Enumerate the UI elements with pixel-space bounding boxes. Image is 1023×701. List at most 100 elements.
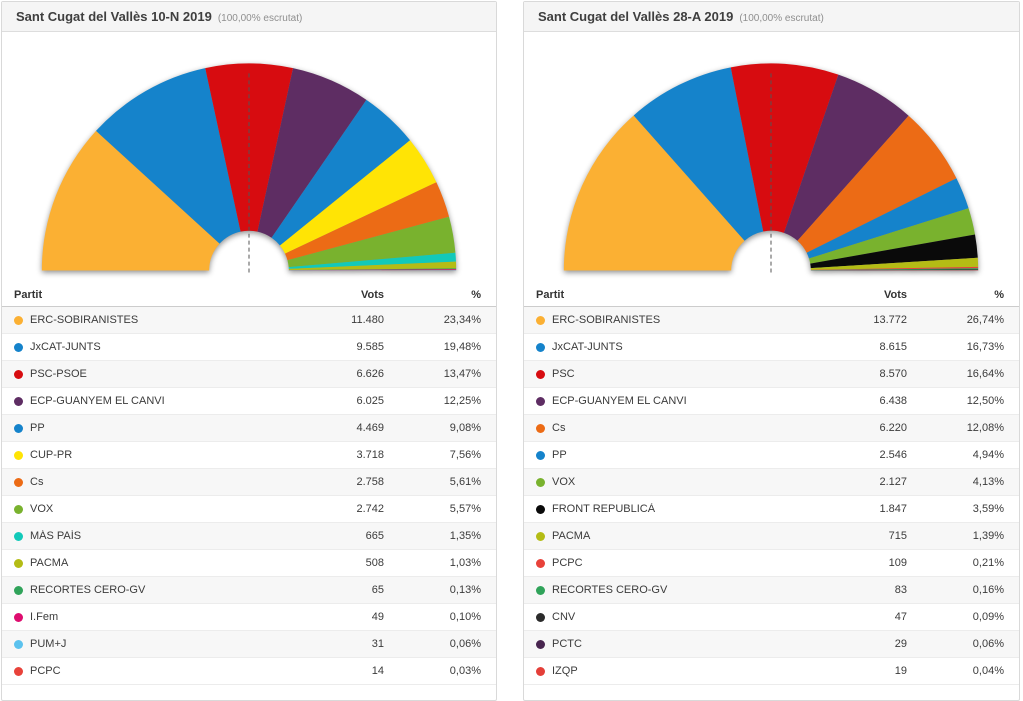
party-color-dot: [14, 316, 23, 325]
column-header-partit: Partit: [14, 289, 264, 301]
party-color-dot: [536, 613, 545, 622]
party-name-cell: ERC-SOBIRANISTES: [536, 314, 787, 326]
party-percent: 0,03%: [384, 665, 481, 677]
party-percent: 23,34%: [384, 314, 481, 326]
party-percent: 13,47%: [384, 368, 481, 380]
party-name-cell: PSC-PSOE: [14, 368, 264, 380]
party-color-dot: [536, 343, 545, 352]
party-name-cell: PP: [14, 422, 264, 434]
party-name-cell: PCPC: [14, 665, 264, 677]
column-header-percent: %: [907, 289, 1004, 301]
party-color-dot: [536, 559, 545, 568]
party-name: PSC: [552, 368, 575, 380]
table-header-row: Partit Vots %: [524, 284, 1019, 307]
party-name: PCTC: [552, 638, 582, 650]
party-percent: 9,08%: [384, 422, 481, 434]
panel-title: Sant Cugat del Vallès 28-A 2019: [538, 2, 733, 31]
party-color-dot: [14, 532, 23, 541]
party-color-dot: [536, 586, 545, 595]
party-name-cell: ECP-GUANYEM EL CANVI: [14, 395, 264, 407]
party-votes: 11.480: [264, 314, 384, 326]
party-name: RECORTES CERO-GV: [30, 584, 145, 596]
party-votes: 2.758: [264, 476, 384, 488]
party-color-dot: [14, 559, 23, 568]
election-results-page: { "panels": [ { "title": "Sant Cugat del…: [0, 0, 1023, 686]
party-votes: 49: [264, 611, 384, 623]
party-color-dot: [536, 667, 545, 676]
party-name: PCPC: [30, 665, 61, 677]
party-name-cell: PSC: [536, 368, 787, 380]
party-name: PACMA: [30, 557, 68, 569]
party-name: PUM+J: [30, 638, 66, 650]
party-color-dot: [14, 505, 23, 514]
party-votes: 6.025: [264, 395, 384, 407]
panel-10n-2019: Sant Cugat del Vallès 10-N 2019 (100,00%…: [1, 1, 497, 701]
panel-28a-2019: Sant Cugat del Vallès 28-A 2019 (100,00%…: [523, 1, 1020, 701]
party-name-cell: ERC-SOBIRANISTES: [14, 314, 264, 326]
party-votes: 65: [264, 584, 384, 596]
party-name-cell: MÁS PAÍS: [14, 530, 264, 542]
scrutiny-status: (100,00% escrutat): [739, 4, 824, 33]
party-name-cell: I.Fem: [14, 611, 264, 623]
party-votes: 9.585: [264, 341, 384, 353]
party-name: ECP-GUANYEM EL CANVI: [30, 395, 165, 407]
party-votes: 109: [787, 557, 907, 569]
column-header-vots: Vots: [264, 289, 384, 301]
party-percent: 12,08%: [907, 422, 1004, 434]
party-color-dot: [14, 370, 23, 379]
party-name: CNV: [552, 611, 575, 623]
party-votes: 19: [787, 665, 907, 677]
table-header-row: Partit Vots %: [2, 284, 496, 307]
party-color-dot: [14, 667, 23, 676]
party-votes: 13.772: [787, 314, 907, 326]
party-name-cell: PACMA: [536, 530, 787, 542]
party-name-cell: CUP-PR: [14, 449, 264, 461]
party-name: VOX: [30, 503, 53, 515]
party-color-dot: [14, 613, 23, 622]
party-name: PCPC: [552, 557, 583, 569]
party-votes: 83: [787, 584, 907, 596]
party-percent: 0,04%: [907, 665, 1004, 677]
party-name-cell: PP: [536, 449, 787, 461]
party-name-cell: RECORTES CERO-GV: [536, 584, 787, 596]
party-votes: 6.626: [264, 368, 384, 380]
party-name: CUP-PR: [30, 449, 72, 461]
party-percent: 1,35%: [384, 530, 481, 542]
party-votes: 2.127: [787, 476, 907, 488]
half-donut-chart: [524, 32, 1019, 284]
party-percent: 0,06%: [907, 638, 1004, 650]
party-percent: 0,06%: [384, 638, 481, 650]
column-header-percent: %: [384, 289, 481, 301]
panel-header: Sant Cugat del Vallès 10-N 2019 (100,00%…: [2, 2, 496, 32]
party-name: FRONT REPUBLICÀ: [552, 503, 655, 515]
panel-title: Sant Cugat del Vallès 10-N 2019: [16, 2, 212, 31]
party-percent: 16,64%: [907, 368, 1004, 380]
party-name-cell: IZQP: [536, 665, 787, 677]
party-name-cell: RECORTES CERO-GV: [14, 584, 264, 596]
column-header-partit: Partit: [536, 289, 787, 301]
party-name: MÁS PAÍS: [30, 530, 81, 542]
party-name-cell: VOX: [536, 476, 787, 488]
party-percent: 0,13%: [384, 584, 481, 596]
party-votes: 715: [787, 530, 907, 542]
party-votes: 6.438: [787, 395, 907, 407]
party-name-cell: PUM+J: [14, 638, 264, 650]
party-name: PP: [552, 449, 567, 461]
party-name-cell: PCPC: [536, 557, 787, 569]
party-name: IZQP: [552, 665, 578, 677]
party-name: ERC-SOBIRANISTES: [552, 314, 660, 326]
